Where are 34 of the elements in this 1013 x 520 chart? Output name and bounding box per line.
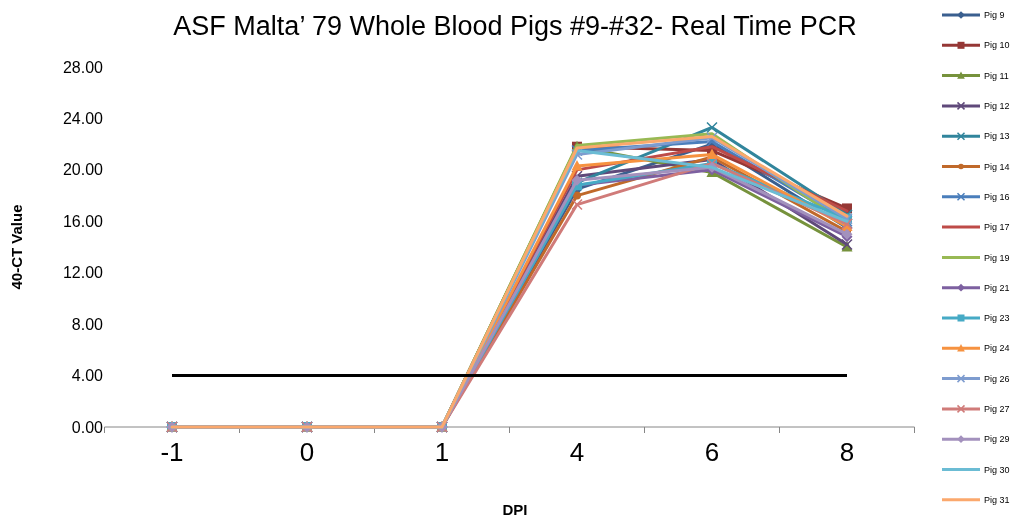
legend-label: Pig 11 — [984, 70, 1009, 81]
legend-label: Pig 27 — [984, 404, 1010, 415]
legend-label: Pig 29 — [984, 434, 1010, 445]
y-tick-label: 24.00 — [62, 110, 104, 128]
legend-label: Pig 16 — [984, 191, 1010, 202]
y-tick-label: 20.00 — [62, 161, 104, 179]
legend-label: Pig 17 — [984, 222, 1010, 233]
x-tick-label: 1 — [434, 437, 450, 467]
legend-label: Pig 13 — [984, 131, 1010, 142]
y-tick-label: 12.00 — [62, 264, 104, 282]
legend-label: Pig 14 — [984, 161, 1010, 172]
legend-label: Pig 21 — [984, 282, 1010, 293]
legend-label: Pig 30 — [984, 464, 1010, 475]
legend-label: Pig 19 — [984, 252, 1010, 263]
x-tick-label: 8 — [839, 437, 855, 467]
legend-label: Pig 31 — [984, 494, 1010, 505]
x-tick-label: 6 — [704, 437, 720, 467]
y-tick-label: 8.00 — [71, 315, 104, 333]
legend-label: Pig 10 — [984, 40, 1010, 51]
y-axis-title: 40-CT Value — [8, 204, 25, 290]
legend-label: Pig 9 — [984, 10, 1005, 21]
y-tick-label: 16.00 — [62, 212, 104, 230]
legend-label: Pig 26 — [984, 373, 1010, 384]
y-tick-label: 4.00 — [71, 367, 104, 385]
x-tick-label: -1 — [160, 437, 184, 467]
legend-label: Pig 24 — [984, 343, 1010, 354]
legend-label: Pig 23 — [984, 313, 1010, 324]
x-tick-label: 4 — [569, 437, 585, 467]
y-tick-label: 28.00 — [62, 58, 104, 76]
chart-title: ASF Malta’ 79 Whole Blood Pigs #9-#32- Real Time PCR — [173, 11, 857, 41]
legend-label: Pig 12 — [984, 101, 1010, 112]
y-tick-label: 0.00 — [71, 418, 104, 436]
x-tick-label: 0 — [299, 437, 315, 467]
x-axis-title: DPI — [502, 501, 528, 518]
